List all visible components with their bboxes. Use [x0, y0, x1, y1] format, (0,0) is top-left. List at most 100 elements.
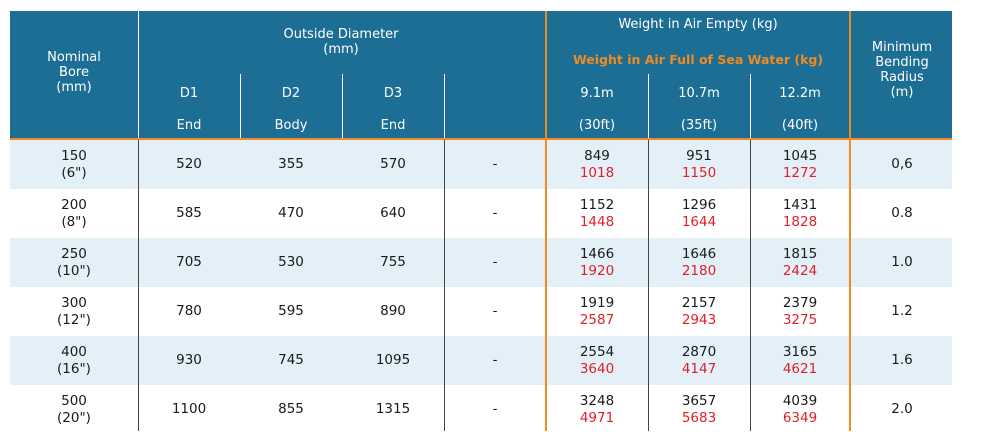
cell-bending-radius-value: 1.2 [891, 303, 913, 319]
cell-weight-1-value: 1919 [579, 294, 615, 311]
cell-extra: - [444, 189, 546, 238]
header-divider [648, 74, 649, 138]
cell-d2: 855 [240, 385, 342, 434]
cell-weight-2-value: 1296 [681, 196, 717, 213]
cell-weight-3-value: 1431 [782, 196, 818, 213]
cell-weight-2: 2870 4147 [648, 336, 750, 385]
cell-weight-3-full-value: 1272 [782, 164, 818, 181]
header-divider [342, 74, 343, 138]
hose-spec-table: Nominal Bore (mm) Outside Diameter (mm) … [10, 11, 952, 434]
cell-d2: 745 [240, 336, 342, 385]
cell-weight-2: 3657 5683 [648, 385, 750, 434]
cell-weight-1-full-value: 1018 [579, 164, 615, 181]
cell-extra: - [444, 287, 546, 336]
cell-nominal-bore-inch-value: (20") [57, 409, 91, 426]
cell-nominal-bore: 150 (6") [10, 140, 138, 189]
cell-nominal-bore-inch-value: (12") [57, 311, 91, 328]
table-row: 200 (8") 585 470 640-1152 1448 1296 1644 1431 182… [10, 189, 952, 238]
cell-d1-value: 520 [176, 156, 202, 172]
cell-weight-1-value: 2554 [579, 343, 615, 360]
cell-d3-value: 570 [380, 156, 406, 172]
cell-weight-1: 1919 2587 [546, 287, 648, 336]
cell-d2: 355 [240, 140, 342, 189]
cell-extra: - [444, 385, 546, 434]
cell-weight-2-full-value: 2180 [681, 262, 717, 279]
cell-bending-radius-value: 0,6 [891, 156, 913, 172]
cell-d2-value: 470 [278, 205, 304, 221]
cell-nominal-bore-inch-value: (16") [57, 360, 91, 377]
cell-d3: 1315 [342, 385, 444, 434]
cell-weight-1-full-value: 1920 [579, 262, 615, 279]
cell-nominal-bore-value: 150 [61, 147, 87, 164]
header-length-1-ft: (30ft) [578, 118, 616, 133]
cell-d1: 585 [138, 189, 240, 238]
cell-weight-1: 1152 1448 [546, 189, 648, 238]
cell-d2-value: 355 [278, 156, 304, 172]
cell-weight-3: 2379 3275 [750, 287, 850, 336]
cell-weight-2-full-value: 5683 [681, 409, 717, 426]
table-row: 300 (12") 780 595 890-1919 2587 2157 2943 2379 32… [10, 287, 952, 336]
cell-weight-2-full-value: 2943 [681, 311, 717, 328]
table-row: 400 (16") 930 745 1095-2554 3640 2870 4147 3165 4… [10, 336, 952, 385]
cell-weight-3: 1815 2424 [750, 238, 850, 287]
cell-bending-radius-value: 0.8 [891, 205, 913, 221]
cell-weight-1-full-value: 4971 [579, 409, 615, 426]
cell-weight-1-value: 3248 [579, 392, 615, 409]
body-divider [444, 140, 445, 431]
cell-bending-radius-value: 1.6 [891, 352, 913, 368]
header-nominal-bore: Nominal Bore (mm) [47, 50, 101, 95]
cell-weight-2-value: 1646 [681, 245, 717, 262]
cell-weight-3: 1431 1828 [750, 189, 850, 238]
header-length-2-ft: (35ft) [680, 118, 718, 133]
cell-d3-value: 890 [380, 303, 406, 319]
header-d3: D3 [383, 86, 403, 101]
cell-d3-value: 1315 [375, 401, 411, 417]
cell-weight-3-full-value: 3275 [782, 311, 818, 328]
header-divider [240, 74, 241, 138]
cell-nominal-bore: 200 (8") [10, 189, 138, 238]
cell-d2-value: 855 [278, 401, 304, 417]
cell-bending-radius: 0,6 [852, 140, 952, 189]
cell-d3-value: 1095 [375, 352, 411, 368]
cell-weight-1: 3248 4971 [546, 385, 648, 434]
header-weight-full: Weight in Air Full of Sea Water (kg) [572, 52, 824, 67]
table-row: 500 (20") 1100 855 1315-3248 4971 3657 5683 4039… [10, 385, 952, 434]
table-row: 250 (10") 705 530 755-1466 1920 1646 2180 1815 24… [10, 238, 952, 287]
cell-weight-1-full-value: 1448 [579, 213, 615, 230]
cell-weight-2: 2157 2943 [648, 287, 750, 336]
cell-nominal-bore-value: 250 [61, 245, 87, 262]
cell-weight-1: 2554 3640 [546, 336, 648, 385]
cell-weight-3-value: 3165 [782, 343, 818, 360]
cell-extra-value: - [492, 303, 498, 319]
cell-weight-2-full-value: 1150 [681, 164, 717, 181]
cell-weight-1-full-value: 2587 [579, 311, 615, 328]
body-divider [648, 140, 649, 431]
cell-d1-value: 780 [176, 303, 202, 319]
header-divider [138, 11, 139, 138]
cell-nominal-bore-value: 500 [61, 392, 87, 409]
cell-nominal-bore: 300 (12") [10, 287, 138, 336]
cell-bending-radius: 1.0 [852, 238, 952, 287]
cell-weight-2: 951 1150 [648, 140, 750, 189]
cell-bending-radius: 0.8 [852, 189, 952, 238]
cell-weight-2: 1646 2180 [648, 238, 750, 287]
cell-weight-2-value: 2870 [681, 343, 717, 360]
cell-weight-1-value: 849 [584, 147, 610, 164]
cell-extra: - [444, 140, 546, 189]
cell-d1-value: 585 [176, 205, 202, 221]
cell-weight-2-full-value: 4147 [681, 360, 717, 377]
body-divider [138, 140, 139, 431]
cell-d2-value: 745 [278, 352, 304, 368]
cell-nominal-bore-inch-value: (10") [57, 262, 91, 279]
cell-weight-1-full-value: 3640 [579, 360, 615, 377]
cell-weight-2-value: 2157 [681, 294, 717, 311]
cell-nominal-bore-value: 300 [61, 294, 87, 311]
cell-bending-radius: 1.6 [852, 336, 952, 385]
cell-d3: 890 [342, 287, 444, 336]
cell-bending-radius-value: 1.0 [891, 254, 913, 270]
cell-extra-value: - [492, 352, 498, 368]
cell-weight-3: 3165 4621 [750, 336, 850, 385]
cell-weight-3-value: 4039 [782, 392, 818, 409]
header-d2-sub: Body [274, 118, 308, 133]
cell-extra-value: - [492, 254, 498, 270]
